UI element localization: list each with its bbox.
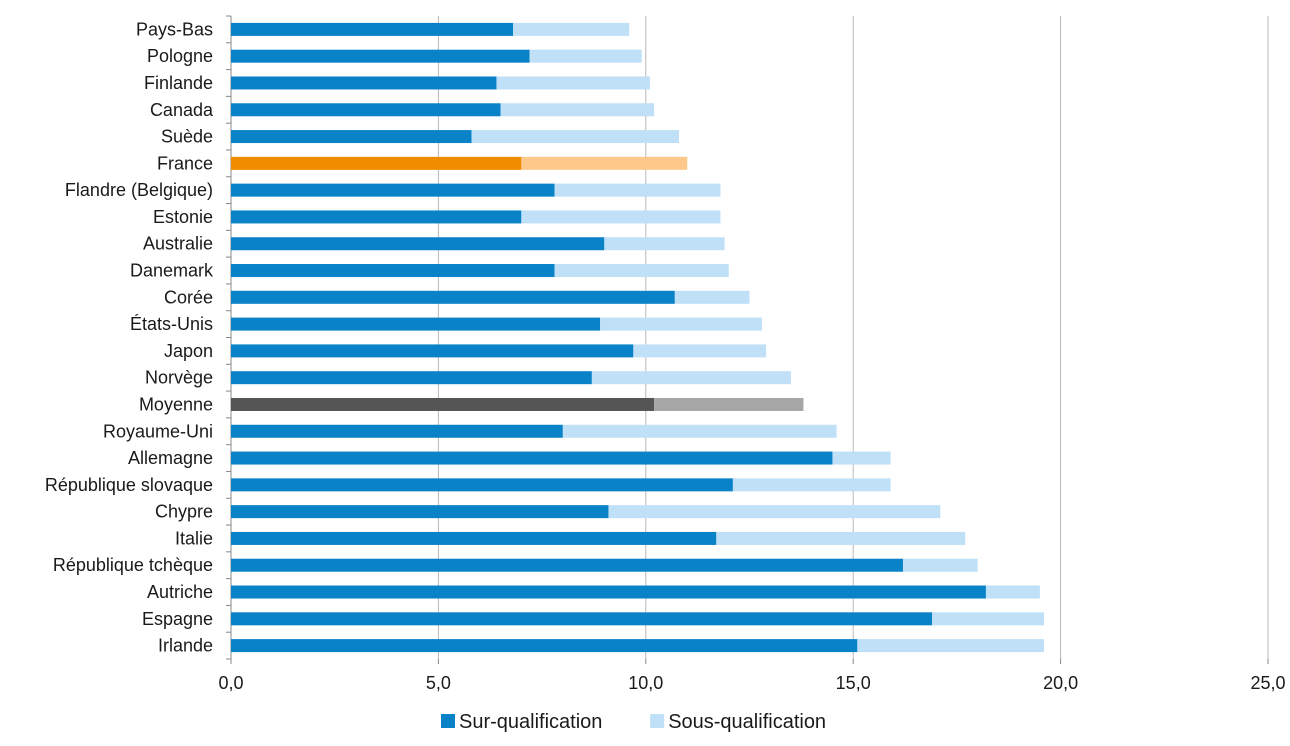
bar-sous-qualification (600, 317, 762, 331)
category-label: Australie (143, 234, 213, 254)
category-label: Corée (164, 287, 213, 307)
bar-sur-qualification (231, 612, 933, 626)
bar-sur-qualification (231, 264, 555, 278)
bar-sur-qualification (231, 210, 522, 224)
x-tick-label: 5,0 (426, 673, 451, 693)
bar-sur-qualification (231, 505, 609, 519)
bar-sur-qualification (231, 103, 501, 117)
bar-sous-qualification (857, 639, 1045, 653)
bar-sous-qualification (608, 505, 941, 519)
bar-sur-qualification (231, 451, 833, 465)
category-label: Moyenne (139, 394, 213, 414)
bar-sous-qualification (513, 22, 630, 36)
bar-sur-qualification (231, 237, 605, 251)
bar-sous-qualification (500, 103, 655, 117)
bar-sur-qualification (231, 424, 563, 438)
category-label: Suède (161, 127, 213, 147)
category-label: Norvège (145, 368, 213, 388)
category-label: Danemark (130, 261, 214, 281)
x-tick-label: 20,0 (1043, 673, 1078, 693)
bar-sous-qualification (832, 451, 891, 465)
bar-sur-qualification (231, 531, 717, 545)
bar-sur-qualification (231, 22, 514, 36)
x-tick-label: 0,0 (218, 673, 243, 693)
bar-sous-qualification (554, 264, 729, 278)
category-label: Pays-Bas (136, 19, 213, 39)
category-label: Autriche (147, 582, 213, 602)
category-label: Canada (150, 100, 214, 120)
bar-sur-qualification (231, 76, 497, 90)
category-label: République slovaque (45, 475, 213, 495)
bar-sous-qualification (591, 371, 791, 385)
category-label: République tchèque (53, 555, 213, 575)
category-label: France (157, 153, 213, 173)
x-tick-label: 10,0 (628, 673, 663, 693)
bar-sur-qualification (231, 183, 555, 197)
bar-sous-qualification (471, 130, 679, 144)
bar-sous-qualification (604, 237, 725, 251)
legend-swatch (650, 714, 665, 728)
bar-sous-qualification (521, 210, 721, 224)
bar-sur-qualification (231, 49, 530, 63)
bar-sous-qualification (674, 290, 750, 304)
bar-sous-qualification (554, 183, 721, 197)
bar-sous-qualification (716, 531, 966, 545)
bar-sur-qualification (231, 317, 601, 331)
bar-sous-qualification (932, 612, 1045, 626)
x-tick-label: 25,0 (1250, 673, 1285, 693)
category-label: Italie (175, 528, 213, 548)
category-label: Espagne (142, 609, 213, 629)
bar-sur-qualification (231, 558, 903, 572)
bar-sous-qualification (562, 424, 837, 438)
bar-sous-qualification (654, 397, 804, 411)
x-tick-label: 15,0 (836, 673, 871, 693)
legend-label: Sur-qualification (459, 711, 602, 733)
bar-sous-qualification (985, 585, 1040, 599)
bar-sous-qualification (529, 49, 642, 63)
category-label: Irlande (158, 636, 213, 656)
category-label: Finlande (144, 73, 213, 93)
bar-sur-qualification (231, 344, 634, 358)
legend-label: Sous-qualification (668, 711, 826, 733)
category-label: États-Unis (130, 314, 213, 334)
legend-swatch (441, 714, 455, 728)
bar-sur-qualification (231, 130, 472, 144)
bar-sur-qualification (231, 585, 986, 599)
bar-sur-qualification (231, 478, 733, 492)
category-label: Japon (164, 341, 213, 361)
category-label: Royaume-Uni (103, 421, 213, 441)
category-label: Pologne (147, 46, 213, 66)
bar-sur-qualification (231, 290, 675, 304)
bar-sur-qualification (231, 639, 858, 653)
bar-sous-qualification (902, 558, 978, 572)
bar-sur-qualification (231, 156, 522, 170)
category-label: Chypre (155, 502, 213, 522)
bar-sous-qualification (732, 478, 891, 492)
bar-sur-qualification (231, 371, 592, 385)
category-label: Allemagne (128, 448, 213, 468)
bar-sous-qualification (521, 156, 688, 170)
bar-sous-qualification (633, 344, 767, 358)
category-label: Estonie (153, 207, 213, 227)
bar-sur-qualification (231, 397, 655, 411)
category-label: Flandre (Belgique) (65, 180, 213, 200)
bar-sous-qualification (496, 76, 650, 90)
